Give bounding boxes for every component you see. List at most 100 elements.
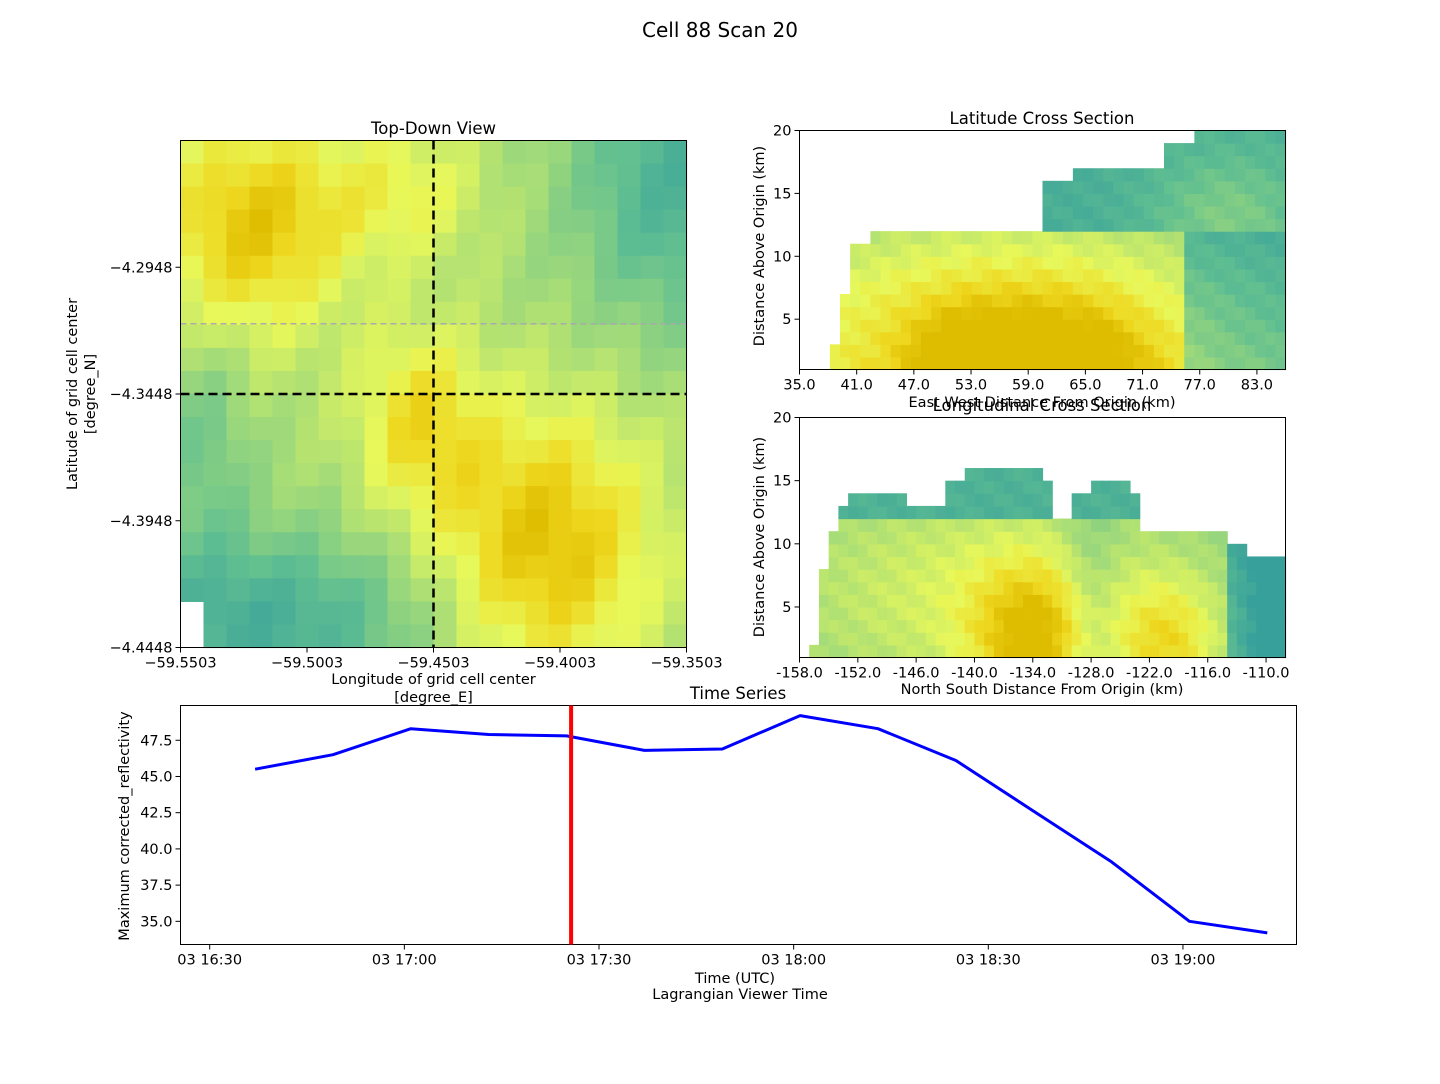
loncross-cell — [1101, 481, 1111, 494]
topdown-ytick-label: −4.3948 — [110, 514, 173, 530]
topdown-cell — [457, 164, 481, 188]
topdown-cell — [296, 555, 320, 579]
loncross-cell — [858, 607, 868, 620]
topdown-cell — [342, 486, 366, 510]
topdown-cell — [641, 463, 665, 487]
topdown-cell — [250, 164, 274, 188]
latcross-cell — [982, 294, 993, 307]
latcross-cell — [1022, 344, 1033, 357]
latcross-cell — [870, 281, 881, 294]
latcross-cell — [911, 307, 922, 320]
loncross-cell — [1033, 632, 1043, 645]
latcross-cell — [1053, 281, 1064, 294]
loncross-heatmap — [809, 468, 1286, 658]
topdown-cell — [664, 624, 688, 648]
loncross-cell — [868, 594, 878, 607]
latcross-cell — [1225, 219, 1236, 232]
loncross-cell — [945, 620, 955, 633]
latcross-cell — [1083, 193, 1094, 206]
latcross-cell — [1275, 143, 1286, 156]
latcross-cell — [992, 269, 1003, 282]
loncross-cell — [1256, 594, 1266, 607]
latcross-cell — [921, 231, 932, 244]
topdown-cell — [250, 509, 274, 533]
topdown-cell — [273, 371, 297, 395]
latcross-cell — [1144, 219, 1155, 232]
loncross-cell — [1198, 632, 1208, 645]
loncross-cell — [877, 493, 887, 506]
latcross-cell — [1113, 219, 1124, 232]
topdown-cell — [549, 164, 573, 188]
latcross-cell — [1164, 156, 1175, 169]
latcross-cell — [1255, 269, 1266, 282]
loncross-cell — [1159, 620, 1169, 633]
loncross-cell — [936, 594, 946, 607]
loncross-cell — [1072, 594, 1082, 607]
loncross-cell — [1043, 493, 1053, 506]
topdown-cell — [434, 164, 458, 188]
loncross-cell — [1120, 506, 1130, 519]
topdown-xtick-label: −59.5503 — [144, 656, 216, 672]
topdown-cell — [618, 302, 642, 326]
loncross-cell — [868, 531, 878, 544]
latcross-cell — [1225, 269, 1236, 282]
loncross-cell — [1072, 632, 1082, 645]
loncross-cell — [819, 569, 829, 582]
topdown-cell — [434, 394, 458, 418]
latcross-cell — [1265, 344, 1276, 357]
loncross-cell — [1266, 594, 1276, 607]
latcross-cell — [860, 332, 871, 345]
topdown-cell — [618, 486, 642, 510]
topdown-cell — [204, 141, 228, 165]
loncross-cell — [1091, 519, 1101, 532]
latcross-cell — [1235, 206, 1246, 219]
latcross-cell — [931, 357, 942, 370]
latcross-cell — [901, 256, 912, 269]
latcross-cell — [1144, 319, 1155, 332]
latcross-cell — [962, 357, 973, 370]
loncross-cell — [1130, 645, 1140, 658]
topdown-cell — [296, 417, 320, 441]
loncross-cell — [1140, 594, 1150, 607]
loncross-cell — [848, 620, 858, 633]
topdown-cell — [480, 210, 504, 234]
topdown-cell — [296, 486, 320, 510]
loncross-cell — [1072, 620, 1082, 633]
latcross-cell — [1164, 357, 1175, 370]
loncross-cell — [1033, 481, 1043, 494]
latcross-cell — [1154, 219, 1165, 232]
loncross-cell — [877, 645, 887, 658]
latcross-cell — [870, 294, 881, 307]
latcross-cell — [982, 244, 993, 257]
loncross-cell — [848, 569, 858, 582]
loncross-xlabel: North South Distance From Origin (km) — [901, 682, 1184, 698]
latcross-cell — [1032, 256, 1043, 269]
latcross-cell — [1215, 256, 1226, 269]
loncross-cell — [1023, 481, 1033, 494]
latcross-cell — [1144, 256, 1155, 269]
latcross-heatmap — [830, 131, 1286, 371]
loncross-cell — [916, 544, 926, 557]
latcross-cell — [1022, 332, 1033, 345]
latcross-cell — [901, 319, 912, 332]
loncross-cell — [1179, 544, 1189, 557]
latcross-cell — [1032, 294, 1043, 307]
latcross-cell — [1235, 181, 1246, 194]
loncross-cell — [1227, 632, 1237, 645]
topdown-cell — [250, 210, 274, 234]
latcross-cell — [1245, 156, 1256, 169]
latcross-cell — [1205, 256, 1216, 269]
latcross-cell — [951, 269, 962, 282]
latcross-cell — [1265, 332, 1276, 345]
latcross-cell — [1134, 244, 1145, 257]
latcross-cell — [1215, 231, 1226, 244]
loncross-cell — [1101, 506, 1111, 519]
latcross-cell — [1113, 307, 1124, 320]
latcross-cell — [1154, 231, 1165, 244]
loncross-cell — [858, 569, 868, 582]
loncross-cell — [858, 531, 868, 544]
topdown-cell — [204, 302, 228, 326]
loncross-cell — [926, 594, 936, 607]
figure-title: Cell 88 Scan 20 — [642, 18, 798, 42]
latcross-cell — [951, 332, 962, 345]
